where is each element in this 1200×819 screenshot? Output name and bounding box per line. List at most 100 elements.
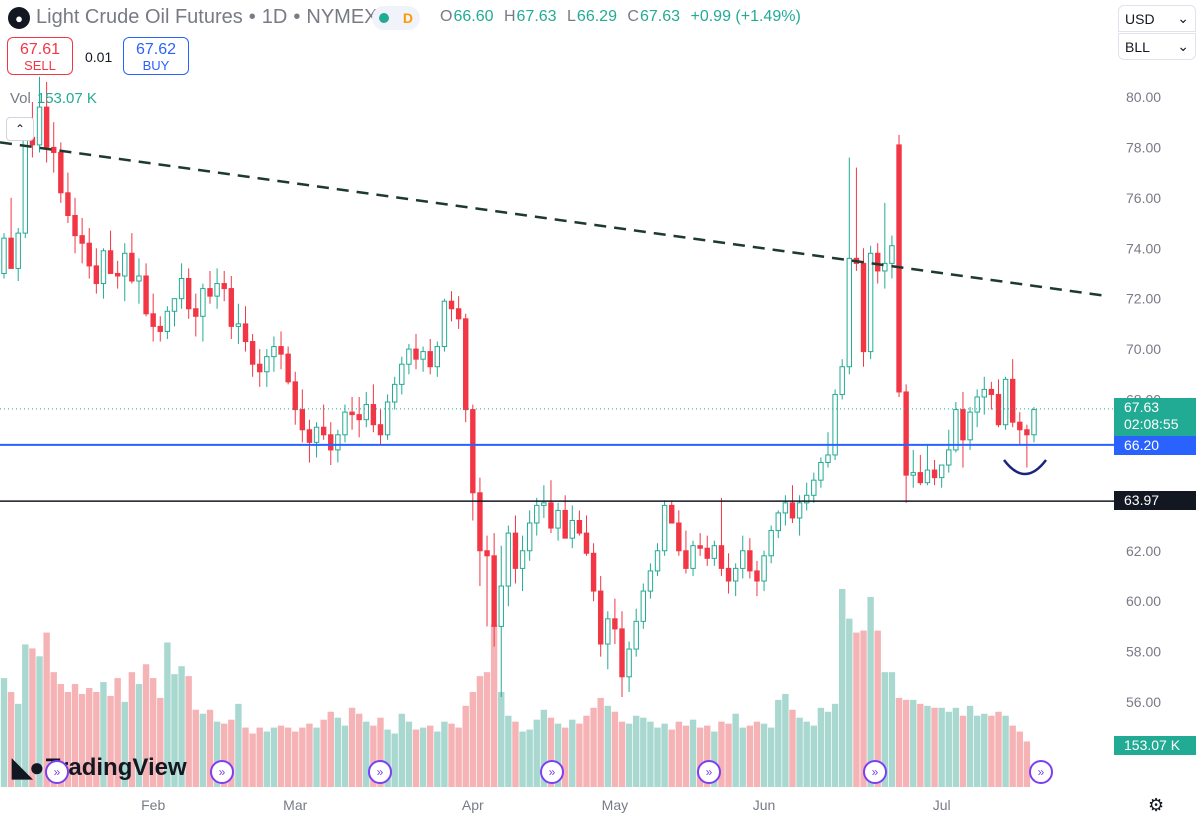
candle xyxy=(803,482,810,511)
volume-bar xyxy=(50,672,57,787)
candle xyxy=(988,381,995,410)
volume-bar xyxy=(902,699,910,787)
volume-bar xyxy=(398,713,405,787)
candle-body xyxy=(967,411,973,441)
candle xyxy=(328,422,334,466)
volume-bar xyxy=(547,717,555,787)
volume-bar xyxy=(171,674,178,787)
volume-value: 153.07 K xyxy=(36,90,97,107)
volume-bar xyxy=(668,729,675,787)
candle-body xyxy=(555,509,561,529)
candle xyxy=(597,575,604,657)
candle-body xyxy=(214,283,220,297)
volume-bar xyxy=(29,648,36,787)
volume-bar xyxy=(576,723,583,787)
event-marker-icon[interactable]: » xyxy=(45,760,69,784)
candle xyxy=(93,248,100,294)
market-status-pill[interactable]: D xyxy=(372,6,420,30)
candle xyxy=(505,525,512,607)
blue-line-label: 66.20 xyxy=(1114,436,1196,455)
candle xyxy=(463,313,469,423)
candle xyxy=(320,404,327,440)
volume-bar xyxy=(256,727,263,787)
candle xyxy=(853,167,860,271)
volume-bar xyxy=(334,717,342,787)
candle xyxy=(860,248,867,367)
buy-price: 67.62 xyxy=(135,41,177,58)
candle xyxy=(654,543,661,576)
candle-body xyxy=(114,272,121,277)
candle xyxy=(107,230,114,274)
candle-body xyxy=(370,404,377,426)
candle-body xyxy=(725,567,732,582)
y-tick-label: 74.00 xyxy=(1126,240,1161,256)
candle xyxy=(86,228,92,279)
candle xyxy=(185,268,192,319)
volume-bar xyxy=(299,727,306,787)
event-marker-icon[interactable]: » xyxy=(368,760,392,784)
event-marker-icon[interactable]: » xyxy=(697,760,721,784)
candle-body xyxy=(399,363,405,385)
logo-text: TradingView xyxy=(45,753,187,781)
candle xyxy=(200,283,206,342)
candle xyxy=(576,510,583,536)
x-tick-label: May xyxy=(602,797,628,813)
volume-bar xyxy=(490,624,498,787)
volume-bar xyxy=(249,733,256,787)
currency-dropdown[interactable]: USD ⌄ xyxy=(1118,5,1196,32)
market-open-dot-icon xyxy=(378,13,389,23)
settings-icon[interactable]: ⚙ xyxy=(1148,795,1165,815)
candle-body xyxy=(619,628,625,678)
sell-label: SELL xyxy=(24,58,56,73)
volume-bar xyxy=(618,721,626,787)
volume-label: Vol xyxy=(10,90,31,107)
volume-bar xyxy=(604,705,611,787)
volume-bar xyxy=(483,672,491,787)
candle xyxy=(129,233,135,284)
candle-body xyxy=(491,555,497,627)
title-separator: • xyxy=(248,6,256,28)
candle xyxy=(1024,424,1030,468)
event-marker-icon[interactable]: » xyxy=(863,760,887,784)
volume-bar xyxy=(178,666,185,787)
candle xyxy=(931,460,938,486)
tradingview-logo[interactable]: ◣● TradingView xyxy=(12,752,187,783)
event-marker-icon[interactable]: » xyxy=(210,760,234,784)
candle-body xyxy=(313,426,320,443)
candle xyxy=(740,535,746,579)
candle-body xyxy=(441,300,448,348)
candle-body xyxy=(1017,421,1023,431)
candle xyxy=(100,248,107,299)
volume-bar xyxy=(625,723,633,787)
candle-body xyxy=(86,242,92,267)
candle-body xyxy=(58,151,64,194)
candle xyxy=(228,275,235,339)
collapse-legend-button[interactable]: ⌃ xyxy=(6,117,34,141)
volume-bar xyxy=(959,715,967,787)
candle-body xyxy=(519,550,526,569)
candle-body xyxy=(178,278,185,300)
candle-body xyxy=(498,585,504,627)
unit-dropdown[interactable]: BLL ⌄ xyxy=(1118,33,1196,60)
candle-body xyxy=(860,262,867,353)
volume-bar xyxy=(561,727,569,787)
symbol-title[interactable]: Light Crude Oil Futures • 1D • NYMEX xyxy=(36,6,378,29)
sell-button[interactable]: 67.61 SELL xyxy=(7,37,73,75)
volume-bar xyxy=(43,632,50,787)
candle-body xyxy=(200,288,206,317)
candle-body xyxy=(754,570,760,582)
event-marker-icon[interactable]: » xyxy=(1029,760,1053,784)
volume-bar xyxy=(633,715,640,787)
candle xyxy=(249,333,256,377)
candle-body xyxy=(605,618,611,645)
volume-bar xyxy=(476,676,484,787)
volume-bar xyxy=(107,695,114,787)
candle xyxy=(349,396,355,430)
event-marker-icon[interactable]: » xyxy=(540,760,564,784)
volume-bar xyxy=(725,723,732,787)
candle-body xyxy=(626,648,632,678)
candle xyxy=(690,540,696,576)
candle-body xyxy=(803,494,810,504)
buy-button[interactable]: 67.62 BUY xyxy=(123,37,189,75)
